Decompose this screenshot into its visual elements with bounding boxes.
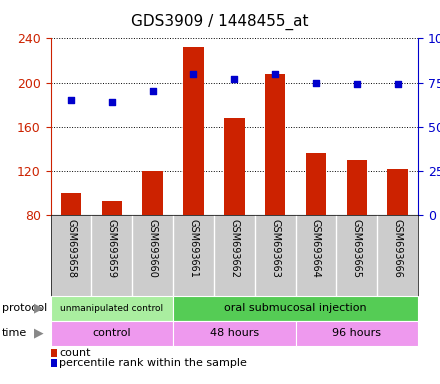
- Bar: [347, 160, 367, 215]
- Point: [149, 88, 156, 94]
- Bar: [224, 118, 245, 215]
- Point: [353, 81, 360, 88]
- Bar: [173, 321, 296, 346]
- Text: GSM693658: GSM693658: [66, 219, 76, 278]
- Text: GSM693664: GSM693664: [311, 219, 321, 278]
- Bar: [387, 169, 408, 215]
- Text: oral submucosal injection: oral submucosal injection: [224, 303, 367, 313]
- Bar: [265, 74, 285, 215]
- Text: 48 hours: 48 hours: [210, 328, 259, 338]
- Bar: [51, 296, 173, 321]
- Bar: [61, 193, 81, 215]
- Text: GSM693662: GSM693662: [229, 219, 239, 278]
- Bar: [183, 47, 204, 215]
- Text: GSM693665: GSM693665: [352, 219, 362, 278]
- Point: [231, 76, 238, 82]
- Text: ▶: ▶: [33, 327, 43, 339]
- Text: GSM693663: GSM693663: [270, 219, 280, 278]
- Bar: [306, 153, 326, 215]
- Point: [108, 99, 115, 105]
- Text: 96 hours: 96 hours: [332, 328, 381, 338]
- Point: [190, 71, 197, 77]
- Text: percentile rank within the sample: percentile rank within the sample: [59, 358, 247, 368]
- Text: protocol: protocol: [2, 303, 48, 313]
- Bar: [143, 171, 163, 215]
- Text: GSM693660: GSM693660: [148, 219, 158, 278]
- Point: [394, 81, 401, 88]
- Text: time: time: [2, 328, 27, 338]
- Text: control: control: [92, 328, 131, 338]
- Text: GSM693666: GSM693666: [392, 219, 403, 278]
- Bar: [51, 321, 173, 346]
- Text: unmanipulated control: unmanipulated control: [60, 304, 163, 313]
- Point: [312, 79, 319, 86]
- Text: GSM693659: GSM693659: [107, 219, 117, 278]
- Point: [271, 71, 279, 77]
- Bar: [173, 296, 418, 321]
- Point: [67, 97, 74, 103]
- Text: GSM693661: GSM693661: [188, 219, 198, 278]
- Text: GDS3909 / 1448455_at: GDS3909 / 1448455_at: [131, 13, 309, 30]
- Bar: [296, 321, 418, 346]
- Text: ▶: ▶: [33, 302, 43, 314]
- Text: count: count: [59, 348, 91, 358]
- Bar: [102, 201, 122, 215]
